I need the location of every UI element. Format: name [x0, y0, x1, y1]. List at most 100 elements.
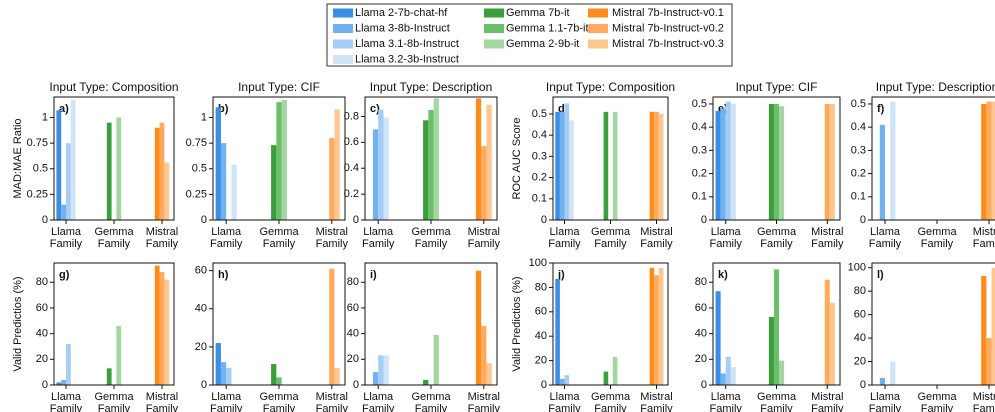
- y-tick-label: 0.5: [851, 98, 866, 110]
- y-tick-label: 20: [854, 355, 866, 367]
- y-tick-label: 80: [535, 281, 547, 293]
- bar: [372, 372, 379, 385]
- axes-frame: [364, 262, 498, 386]
- y-tick-label: 0.2: [344, 188, 359, 200]
- bar: [649, 267, 655, 385]
- bar: [281, 100, 287, 220]
- y-tick-label: 0.3: [851, 144, 866, 156]
- y-tick-label: 0.2: [851, 167, 866, 179]
- bar: [829, 302, 835, 385]
- bar: [603, 111, 609, 220]
- legend-label: Mistral 7b-Instruct-v0.1: [612, 7, 724, 19]
- y-tick-label: 1: [42, 111, 48, 123]
- bar: [106, 368, 112, 385]
- x-tick-label: Gemma Family: [411, 226, 451, 250]
- y-tick-label: 0.4: [344, 162, 359, 174]
- bar: [164, 279, 170, 385]
- bar: [226, 367, 232, 385]
- bar: [164, 162, 170, 220]
- bar: [725, 356, 731, 385]
- bar: [433, 334, 439, 385]
- x-tick-label: Gemma Family: [917, 391, 957, 412]
- panel-label: l): [877, 269, 884, 281]
- y-tick-label: 20: [695, 353, 707, 365]
- bar: [564, 375, 570, 385]
- y-tick-label: 0.5: [192, 163, 207, 175]
- bar: [779, 360, 785, 385]
- y-tick-label: 0: [541, 214, 547, 226]
- y-tick-label: 80: [36, 276, 48, 288]
- panel-label: g): [59, 269, 70, 281]
- x-tick-label: Gemma Family: [917, 226, 957, 250]
- panel-label: d): [558, 103, 569, 115]
- x-tick-label: Llama Family: [210, 226, 243, 250]
- y-tick-label: 60: [854, 309, 866, 321]
- y-tick-label: 0.5: [33, 163, 48, 175]
- bar: [559, 111, 565, 220]
- bar: [378, 355, 384, 385]
- x-tick-label: Llama Family: [710, 226, 743, 250]
- panel-label: c): [370, 103, 380, 115]
- y-tick-label: 0.5: [692, 98, 707, 110]
- bar: [725, 101, 731, 220]
- legend-label: Llama 3-8b-Instruct: [355, 22, 450, 34]
- y-tick-label: 0.1: [851, 191, 866, 203]
- axes-frame: [871, 96, 995, 221]
- bar: [564, 103, 570, 220]
- bar: [329, 268, 335, 385]
- y-tick-label: 40: [535, 330, 547, 342]
- y-tick-label: 1: [201, 111, 207, 123]
- axes-frame: [212, 262, 346, 386]
- axes-frame: [212, 96, 346, 221]
- bar: [986, 101, 992, 220]
- legend-swatch: [484, 39, 504, 49]
- y-axis-label: MAD:MAE Ratio: [12, 118, 24, 198]
- bar: [715, 291, 721, 385]
- bar: [654, 111, 659, 220]
- y-tick-label: 40: [854, 332, 866, 344]
- y-tick-label: 40: [195, 303, 207, 315]
- bar: [829, 103, 835, 220]
- bar: [555, 278, 560, 385]
- legend-box: [326, 3, 733, 67]
- bar: [66, 343, 71, 385]
- panel-label: b): [218, 103, 229, 115]
- bar: [481, 146, 487, 220]
- y-tick-label: 40: [347, 328, 359, 340]
- bar: [220, 362, 227, 385]
- y-tick-label: 80: [695, 276, 707, 288]
- y-tick-label: 60: [535, 306, 547, 318]
- y-tick-label: 80: [854, 285, 866, 297]
- bar: [486, 363, 492, 385]
- y-tick-label: 0: [42, 379, 48, 391]
- legend-label: Mistral 7b-Instruct-v0.3: [612, 38, 724, 50]
- subplot-title: Input Type: Composition: [49, 80, 178, 94]
- y-tick-label: 0.4: [692, 121, 707, 133]
- y-tick-label: 0.4: [851, 121, 866, 133]
- y-tick-label: 0.25: [27, 188, 48, 200]
- y-tick-label: 40: [36, 328, 48, 340]
- y-tick-label: 0: [701, 379, 707, 391]
- y-tick-label: 0.2: [532, 171, 547, 183]
- panel-label: k): [718, 269, 728, 281]
- y-axis-label: ROC AUC Score: [511, 118, 523, 200]
- y-tick-label: 60: [195, 265, 207, 277]
- y-axis-label: Valid Predictios (%): [12, 276, 24, 371]
- y-tick-label: 0: [353, 214, 359, 226]
- bar: [779, 106, 785, 220]
- panel-label: f): [877, 103, 885, 115]
- bar: [603, 371, 609, 385]
- y-tick-label: 0: [353, 379, 359, 391]
- y-tick-label: 100: [848, 262, 866, 274]
- legend-label: Mistral 7b-Instruct-v0.2: [612, 22, 724, 34]
- bar: [66, 143, 71, 220]
- x-tick-label: Gemma Family: [591, 226, 631, 250]
- x-tick-label: Gemma Family: [757, 226, 797, 250]
- bar: [481, 325, 487, 385]
- y-tick-label: 0.8: [344, 110, 359, 122]
